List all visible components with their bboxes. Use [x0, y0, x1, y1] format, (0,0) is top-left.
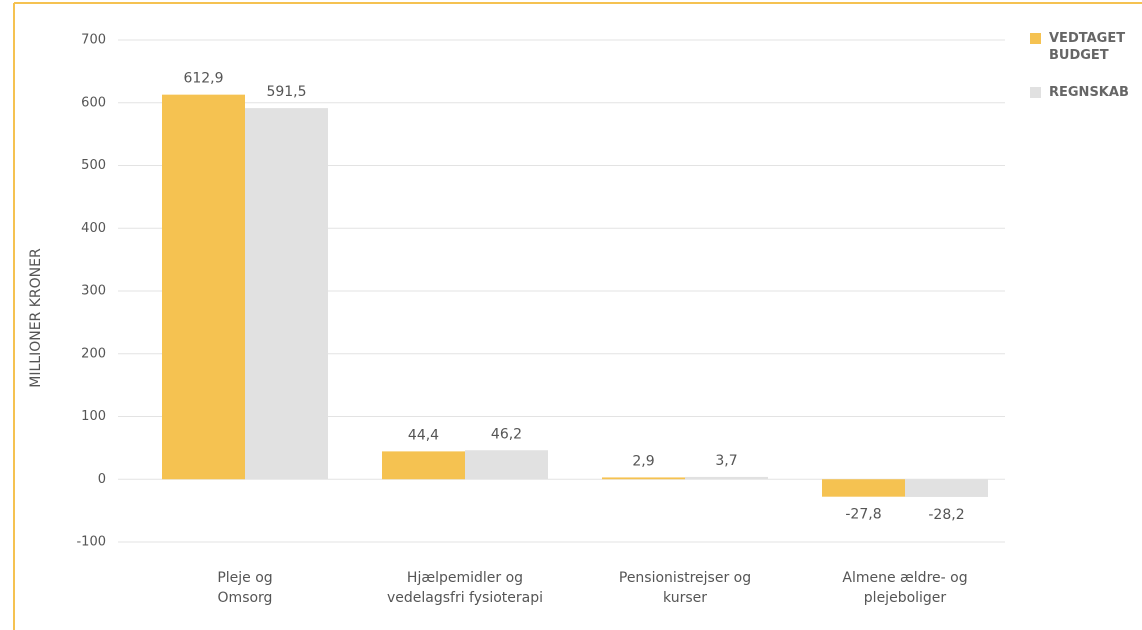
legend-swatch — [1030, 87, 1041, 98]
bar — [905, 479, 988, 497]
legend-label: VEDTAGET BUDGET — [1049, 31, 1126, 63]
legend-label: REGNSKAB — [1049, 85, 1129, 100]
bar — [382, 451, 465, 480]
x-tick-label: Pensionistrejser og kurser — [619, 570, 751, 606]
value-label: 44,4 — [408, 427, 439, 443]
y-tick-label: 500 — [81, 158, 106, 173]
y-tick-label: 700 — [81, 33, 106, 48]
legend-swatch — [1030, 33, 1041, 44]
y-tick-label: 100 — [81, 409, 106, 424]
x-tick-label-line: Omsorg — [218, 590, 273, 606]
value-label: -28,2 — [928, 507, 964, 523]
legend-item: REGNSKAB — [1030, 84, 1140, 101]
x-tick-label: Almene ældre- og plejeboliger — [842, 570, 967, 606]
value-label: -27,8 — [845, 507, 881, 523]
bar — [162, 94, 245, 480]
value-label: 3,7 — [715, 453, 737, 469]
x-tick-label-line: plejeboliger — [864, 590, 947, 606]
value-label: 46,2 — [491, 426, 522, 442]
x-tick-label-line: Hjælpemidler og — [407, 570, 523, 586]
bar — [465, 450, 548, 480]
y-tick-label: 600 — [81, 95, 106, 110]
value-label: 2,9 — [632, 453, 654, 469]
y-axis-label: MILLIONER KRONER — [28, 248, 44, 388]
x-tick-label: Pleje og Omsorg — [217, 570, 272, 606]
y-tick-label: 300 — [81, 284, 106, 299]
legend-item: VEDTAGET BUDGET — [1030, 30, 1140, 64]
y-tick-label: -100 — [76, 535, 106, 550]
y-tick-label: 400 — [81, 221, 106, 236]
x-tick-label-line: vedelagsfri fysioterapi — [387, 590, 543, 606]
value-label: 591,5 — [266, 84, 306, 100]
bar — [822, 479, 905, 497]
x-tick-label-line: kurser — [663, 590, 707, 606]
x-tick-label-line: Almene ældre- og — [842, 570, 967, 586]
y-tick-label: 200 — [81, 346, 106, 361]
y-tick-label: 0 — [98, 472, 106, 487]
x-tick-label-line: Pleje og — [217, 570, 272, 586]
x-tick-label: Hjælpemidler og vedelagsfri fysioterapi — [387, 570, 543, 606]
bar — [245, 108, 328, 480]
bar — [602, 477, 685, 480]
value-label: 612,9 — [183, 71, 223, 87]
x-tick-label-line: Pensionistrejser og — [619, 570, 751, 586]
bar — [685, 476, 768, 480]
